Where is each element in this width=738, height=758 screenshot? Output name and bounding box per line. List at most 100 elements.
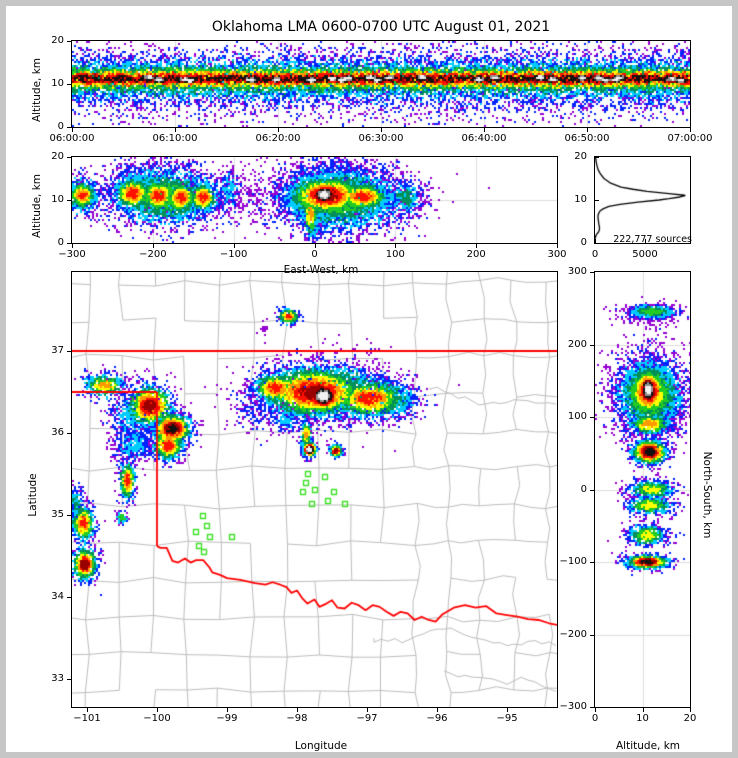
tick-label: −101	[73, 713, 101, 724]
tick-mark	[690, 708, 691, 712]
tick-mark	[590, 344, 594, 346]
tick-mark	[690, 128, 691, 132]
tick-label: 37	[51, 344, 64, 356]
tick-mark	[590, 272, 594, 273]
tick-label: 100	[385, 249, 405, 260]
tick-mark	[395, 244, 397, 248]
east-west-height-canvas	[72, 157, 557, 243]
tick-label: 10	[51, 194, 64, 205]
tick-label: −300	[58, 249, 86, 260]
tick-mark	[67, 350, 71, 352]
tick-label: −98	[286, 713, 308, 724]
tick-mark	[590, 489, 594, 491]
tick-label: 200	[567, 338, 587, 350]
source-count-annotation: 222,777 sources	[613, 234, 692, 245]
tick-label: 0	[580, 483, 587, 495]
tick-label: 06:20:00	[255, 133, 301, 144]
tick-label: −100	[559, 556, 587, 567]
tick-mark	[437, 708, 438, 712]
ns-panel-xlabel: Altitude, km	[615, 740, 681, 752]
tick-label: 06:30:00	[358, 133, 404, 144]
tick-mark	[86, 708, 88, 712]
ew-panel-xlabel: East-West, km	[283, 264, 359, 276]
north-south-height-panel	[594, 271, 691, 708]
tick-mark	[595, 157, 599, 158]
tick-mark	[67, 41, 71, 42]
time-height-panel	[71, 40, 691, 128]
tick-mark	[156, 708, 158, 712]
tick-label: 06:50:00	[564, 133, 610, 144]
figure-background: Oklahoma LMA 0600-0700 UTC August 01, 20…	[6, 6, 732, 752]
tick-mark	[67, 432, 71, 434]
tick-label: 5000	[632, 249, 658, 260]
tick-mark	[67, 243, 71, 244]
tick-label: 20	[683, 713, 697, 724]
tick-mark	[67, 679, 71, 681]
tick-mark	[72, 244, 73, 248]
tick-label: −96	[426, 713, 448, 724]
altitude-histogram-canvas	[595, 157, 690, 243]
tick-mark	[381, 128, 382, 132]
tick-mark	[476, 244, 478, 248]
tick-mark	[67, 127, 71, 128]
tick-label: 0	[57, 237, 64, 248]
tick-label: −100	[219, 249, 248, 260]
plan-view-map-canvas	[72, 272, 557, 707]
tick-mark	[72, 128, 73, 132]
tick-mark	[278, 128, 279, 132]
tick-mark	[67, 84, 71, 85]
tick-mark	[296, 708, 298, 712]
tick-label: 10	[636, 713, 649, 724]
tick-mark	[595, 200, 599, 201]
tick-label: −99	[216, 713, 238, 724]
tick-label: 200	[466, 249, 486, 260]
tick-label: 34	[51, 591, 64, 603]
tick-label: 20	[51, 151, 64, 162]
tick-mark	[557, 244, 558, 248]
tick-label: 07:00:00	[667, 133, 713, 144]
tick-mark	[595, 708, 596, 712]
tick-label: 33	[51, 673, 64, 685]
tick-mark	[595, 243, 599, 244]
tick-label: −100	[143, 713, 171, 724]
tick-mark	[484, 128, 485, 132]
map-xlabel: Longitude	[294, 740, 348, 752]
tick-label: 06:10:00	[152, 133, 198, 144]
tick-label: 0	[591, 249, 599, 260]
tick-label: 100	[567, 411, 587, 422]
tick-mark	[507, 708, 509, 712]
tick-mark	[67, 515, 71, 516]
tick-label: 0	[580, 237, 587, 248]
tick-mark	[152, 244, 154, 248]
figure-title: Oklahoma LMA 0600-0700 UTC August 01, 20…	[211, 19, 551, 35]
tick-mark	[590, 707, 594, 708]
tick-mark	[67, 597, 71, 599]
tick-label: −300	[559, 701, 587, 712]
tick-mark	[590, 417, 594, 418]
tick-mark	[226, 708, 228, 712]
tick-label: −200	[139, 249, 167, 260]
tick-mark	[645, 239, 646, 243]
tick-mark	[314, 244, 316, 248]
tick-label: 06:40:00	[461, 133, 507, 144]
tick-label: 20	[574, 151, 587, 162]
tick-label: 36	[51, 426, 64, 438]
tick-mark	[67, 157, 71, 158]
tick-mark	[175, 128, 176, 132]
tick-mark	[587, 128, 588, 132]
tick-mark	[590, 634, 594, 636]
north-south-height-canvas	[595, 272, 690, 707]
tick-mark	[595, 239, 596, 243]
ew-panel-ylabel: Altitude, km	[31, 173, 43, 239]
tick-mark	[67, 200, 71, 201]
time-panel-ylabel: Altitude, km	[31, 57, 43, 123]
tick-label: −95	[496, 713, 518, 724]
east-west-height-panel	[71, 156, 558, 244]
tick-mark	[590, 562, 594, 563]
tick-label: 0	[591, 713, 599, 724]
tick-label: 10	[51, 78, 64, 89]
tick-label: 0	[311, 249, 318, 260]
map-ylabel: Latitude	[27, 473, 39, 517]
ns-panel-ylabel: North-South, km	[701, 451, 713, 539]
